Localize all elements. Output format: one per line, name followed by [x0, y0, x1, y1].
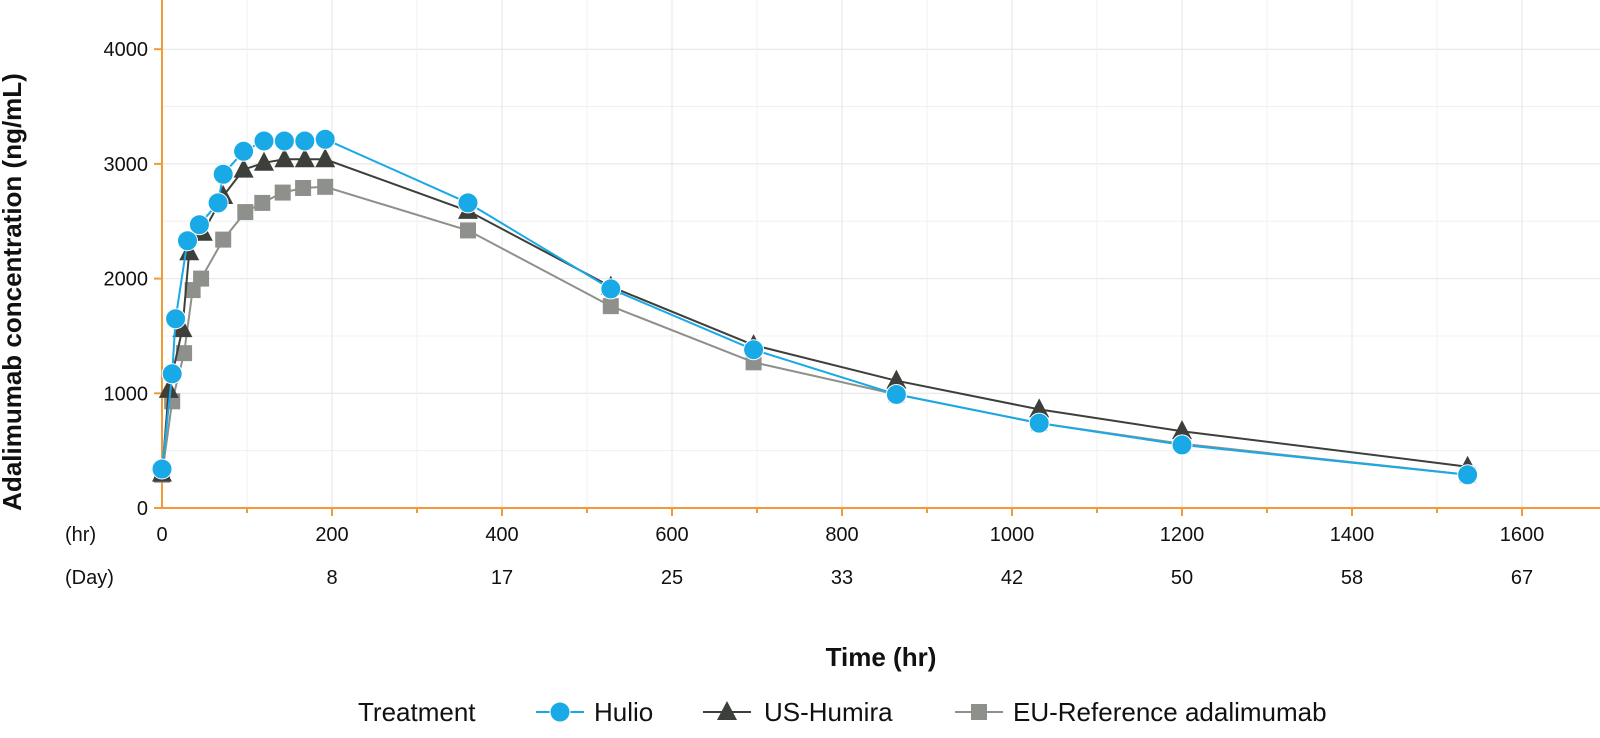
legend-label-us-humira: US-Humira: [764, 697, 893, 727]
y-tick-label: 1000: [104, 383, 149, 405]
x-tick-label-hr: 400: [485, 524, 518, 546]
data-point-hulio: [295, 131, 315, 151]
data-point-eu-reference-adalimumab: [275, 185, 291, 201]
x-tick-label-day: 8: [326, 567, 337, 589]
legend-marker-circle-icon: [550, 702, 570, 722]
x-tick-label-hr: 800: [825, 524, 858, 546]
grid: [162, 0, 1600, 508]
data-point-hulio: [744, 340, 764, 360]
legend-label-hulio: Hulio: [594, 697, 653, 727]
legend-title: Treatment: [358, 697, 476, 727]
y-tick-label: 2000: [104, 269, 149, 291]
y-axis-title: Adalimumab concentration (ng/mL): [0, 73, 27, 511]
x-tick-label-day: 17: [491, 567, 513, 589]
data-point-eu-reference-adalimumab: [215, 232, 231, 248]
data-point-hulio: [458, 193, 478, 213]
series-eu-reference-adalimumab: [154, 179, 1476, 483]
data-point-eu-reference-adalimumab: [460, 222, 476, 238]
legend-label-eu-reference: EU-Reference adalimumab: [1013, 697, 1327, 727]
legend: Treatment Hulio US-Humira EU-Reference a…: [358, 697, 1327, 727]
x-tick-label-hr: 1200: [1160, 524, 1205, 546]
data-point-hulio: [162, 364, 182, 384]
data-point-eu-reference-adalimumab: [193, 271, 209, 287]
data-point-hulio: [1172, 435, 1192, 455]
data-point-hulio: [166, 309, 186, 329]
x-tick-label-day: 67: [1511, 567, 1533, 589]
x-tick-label-hr: 200: [315, 524, 348, 546]
legend-item-us-humira: US-Humira: [703, 697, 893, 727]
data-point-hulio: [1029, 413, 1049, 433]
data-point-hulio: [254, 131, 274, 151]
x-tick-label-day: 58: [1341, 567, 1363, 589]
legend-item-hulio: Hulio: [536, 697, 653, 727]
x-tick-label-day: 33: [831, 567, 853, 589]
series-hulio: [152, 129, 1478, 484]
data-point-hulio: [274, 131, 294, 151]
tick-labels: 0 1000 2000 3000 4000 0 200 400 600 800 1000 1200 14…: [65, 39, 1544, 589]
data-point-eu-reference-adalimumab: [237, 204, 253, 220]
data-point-hulio: [601, 279, 621, 299]
data-point-hulio: [1458, 465, 1478, 485]
legend-item-eu-reference: EU-Reference adalimumab: [955, 697, 1327, 727]
data-point-hulio: [208, 193, 228, 213]
x-tick-label-hr: 0: [156, 524, 167, 546]
x-tick-label-hr: 1400: [1330, 524, 1375, 546]
data-point-hulio: [189, 215, 209, 235]
data-point-eu-reference-adalimumab: [254, 195, 270, 211]
axes: [154, 0, 1600, 516]
x-tick-label-hr: 1000: [990, 524, 1035, 546]
legend-marker-triangle-icon: [717, 701, 737, 720]
series-line-us-humira: [162, 159, 1468, 473]
data-point-hulio: [315, 129, 335, 149]
legend-marker-square-icon: [971, 704, 987, 720]
series-line-eu-reference-adalimumab: [162, 187, 1468, 475]
data-point-hulio: [234, 141, 254, 161]
data-point-eu-reference-adalimumab: [603, 298, 619, 314]
x-tick-label-day: 50: [1171, 567, 1193, 589]
x-tick-label-hr: 1600: [1500, 524, 1545, 546]
data-point-eu-reference-adalimumab: [317, 179, 333, 195]
y-tick-label: 0: [137, 498, 148, 520]
data-point-eu-reference-adalimumab: [295, 180, 311, 196]
x-tick-label-day: 42: [1001, 567, 1023, 589]
x-row-caption-day: (Day): [65, 567, 114, 589]
data-point-hulio: [152, 459, 172, 479]
y-tick-label: 3000: [104, 154, 149, 176]
y-tick-label: 4000: [104, 39, 149, 61]
x-axis-title: Time (hr): [826, 642, 937, 672]
x-tick-label-day: 25: [661, 567, 683, 589]
data-point-hulio: [213, 164, 233, 184]
x-tick-label-hr: 600: [655, 524, 688, 546]
data-point-hulio: [886, 384, 906, 404]
series-us-humira: [152, 148, 1478, 481]
x-row-caption-hr: (hr): [65, 524, 96, 546]
series-lines: [152, 129, 1478, 484]
series-line-hulio: [162, 139, 1468, 475]
